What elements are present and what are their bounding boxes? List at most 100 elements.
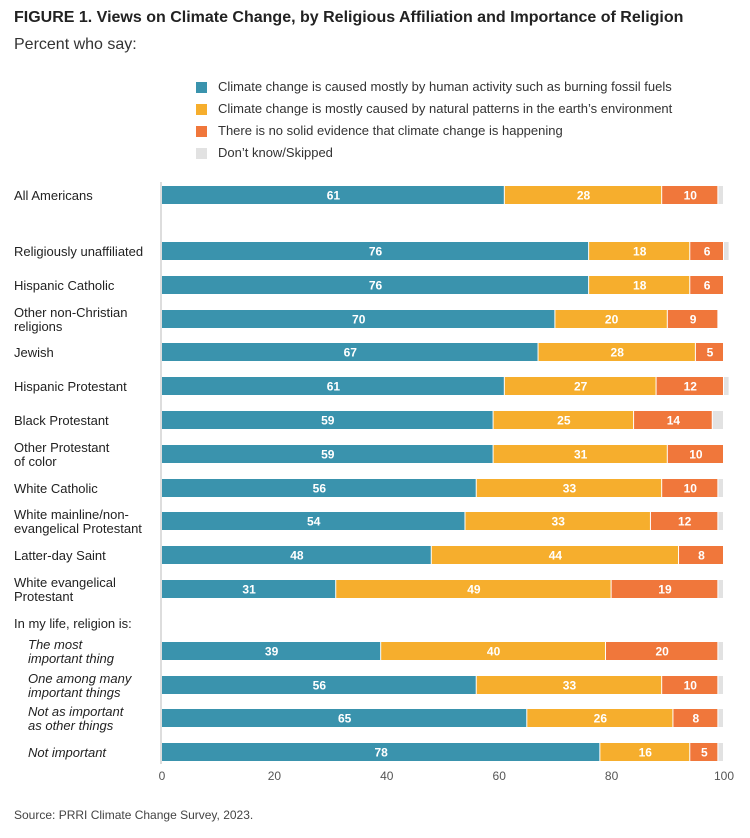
legend-swatch-human-activity xyxy=(196,82,207,93)
row-all-americans-label: All Americans xyxy=(14,188,93,203)
row-religiously-unaffiliated-bar-human-activity xyxy=(162,242,589,260)
row-all-americans-value-no-evidence: 10 xyxy=(684,189,698,203)
row-hispanic-catholic-label: Hispanic Catholic xyxy=(14,278,115,293)
row-religiously-unaffiliated-value-no-evidence: 6 xyxy=(704,245,711,259)
row-religiously-unaffiliated-bar-natural-patterns xyxy=(589,242,690,260)
row-jewish-value-natural-patterns: 28 xyxy=(611,346,625,360)
row-black-protestant-label: Black Protestant xyxy=(14,413,109,428)
row-the-most-important-thing-label: important thing xyxy=(28,651,115,666)
row-religiously-unaffiliated-label: Religiously unaffiliated xyxy=(14,244,143,259)
row-other-non-christian-religions-bar-human-activity xyxy=(162,310,555,328)
row-hispanic-protestant-bar-human-activity xyxy=(162,377,504,395)
row-other-protestant-of-color-value-no-evidence: 10 xyxy=(689,448,703,462)
row-not-as-important-as-other-things-label: as other things xyxy=(28,718,114,733)
stacked-bar-chart: 0 20 40 60 80 100 In my life, religion is: All … xyxy=(14,182,734,783)
row-black-protestant-bar-no-evidence xyxy=(634,411,712,429)
row-other-protestant-of-color-value-natural-patterns: 31 xyxy=(574,448,588,462)
row-other-protestant-of-color-bar-no-evidence xyxy=(667,445,723,463)
row-the-most-important-thing-value-natural-patterns: 40 xyxy=(487,645,501,659)
row-white-mainline-non-evangelical-protestant-bar-natural-patterns xyxy=(465,512,650,530)
row-not-as-important-as-other-things-bar-natural-patterns xyxy=(527,709,673,727)
legend-swatch-natural-patterns xyxy=(196,104,207,115)
row-the-most-important-thing-label: The most xyxy=(28,637,84,652)
row-jewish-bar-human-activity xyxy=(162,343,538,361)
row-one-among-many-important-things-bar-human-activity xyxy=(162,676,476,694)
row-religiously-unaffiliated-bar-dont-know xyxy=(724,242,729,260)
row-white-mainline-non-evangelical-protestant-value-natural-patterns: 33 xyxy=(552,515,566,529)
row-hispanic-catholic-bar-no-evidence xyxy=(690,276,723,294)
row-white-catholic-bar-no-evidence xyxy=(662,479,718,497)
row-one-among-many-important-things-bar-no-evidence xyxy=(662,676,718,694)
row-white-catholic-value-natural-patterns: 33 xyxy=(563,482,577,496)
row-not-important-bar-no-evidence xyxy=(690,743,718,761)
row-one-among-many-important-things-value-human-activity: 56 xyxy=(313,679,327,693)
row-black-protestant-bar-dont-know xyxy=(712,411,723,429)
row-latter-day-saint-bar-human-activity xyxy=(162,546,431,564)
row-other-protestant-of-color-label: of color xyxy=(14,454,57,469)
row-other-non-christian-religions-bar-no-evidence xyxy=(667,310,718,328)
row-all-americans-value-natural-patterns: 28 xyxy=(577,189,591,203)
chart-subtitle: Percent who say: xyxy=(14,36,137,53)
row-latter-day-saint-value-natural-patterns: 44 xyxy=(549,549,563,563)
legend-swatch-dont-know xyxy=(196,148,207,159)
row-all-americans-value-human-activity: 61 xyxy=(327,189,341,203)
row-one-among-many-important-things-value-natural-patterns: 33 xyxy=(563,679,577,693)
row-the-most-important-thing-value-no-evidence: 20 xyxy=(656,645,670,659)
row-other-protestant-of-color-bar-human-activity xyxy=(162,445,493,463)
x-tick-label: 100 xyxy=(714,769,734,783)
row-hispanic-protestant-label: Hispanic Protestant xyxy=(14,379,127,394)
row-white-catholic-bar-natural-patterns xyxy=(476,479,662,497)
row-white-evangelical-protestant-bar-dont-know xyxy=(718,580,723,598)
row-jewish-label: Jewish xyxy=(14,345,54,360)
row-one-among-many-important-things-label: important things xyxy=(28,685,121,700)
row-not-as-important-as-other-things-bar-dont-know xyxy=(718,709,723,727)
row-all-americans-bar-dont-know xyxy=(718,186,723,204)
row-black-protestant-value-no-evidence: 14 xyxy=(667,414,681,428)
row-not-important-bar-natural-patterns xyxy=(600,743,690,761)
row-white-mainline-non-evangelical-protestant-bar-human-activity xyxy=(162,512,465,530)
row-one-among-many-important-things-label: One among many xyxy=(28,671,133,686)
row-jewish-value-human-activity: 67 xyxy=(344,346,358,360)
row-all-americans-bar-no-evidence xyxy=(662,186,718,204)
row-not-as-important-as-other-things-value-natural-patterns: 26 xyxy=(594,712,608,726)
legend-label-human-activity: Climate change is caused mostly by human… xyxy=(218,79,672,94)
row-other-protestant-of-color-bar-natural-patterns xyxy=(493,445,667,463)
row-one-among-many-important-things-bar-dont-know xyxy=(718,676,723,694)
row-hispanic-protestant-bar-natural-patterns xyxy=(504,377,656,395)
row-white-mainline-non-evangelical-protestant-value-human-activity: 54 xyxy=(307,515,321,529)
row-latter-day-saint-value-human-activity: 48 xyxy=(290,549,304,563)
legend-label-no-evidence: There is no solid evidence that climate … xyxy=(218,123,563,138)
row-not-as-important-as-other-things-value-no-evidence: 8 xyxy=(693,712,700,726)
row-not-important-bar-dont-know xyxy=(718,743,723,761)
row-the-most-important-thing-value-human-activity: 39 xyxy=(265,645,279,659)
row-black-protestant-value-natural-patterns: 25 xyxy=(557,414,571,428)
row-all-americans-bar-natural-patterns xyxy=(504,186,662,204)
row-white-mainline-non-evangelical-protestant-label: White mainline/non- xyxy=(14,507,129,522)
row-white-catholic-bar-human-activity xyxy=(162,479,476,497)
row-other-protestant-of-color-value-human-activity: 59 xyxy=(321,448,335,462)
row-white-evangelical-protestant-bar-human-activity xyxy=(162,580,336,598)
row-not-important-value-no-evidence: 5 xyxy=(701,746,708,760)
row-white-catholic-value-no-evidence: 10 xyxy=(684,482,698,496)
row-hispanic-protestant-bar-dont-know xyxy=(724,377,729,395)
row-white-evangelical-protestant-bar-no-evidence xyxy=(611,580,718,598)
row-not-as-important-as-other-things-label: Not as important xyxy=(28,704,125,719)
row-white-catholic-bar-dont-know xyxy=(718,479,723,497)
row-latter-day-saint-bar-natural-patterns xyxy=(431,546,679,564)
row-hispanic-protestant-value-natural-patterns: 27 xyxy=(574,380,588,394)
row-white-evangelical-protestant-value-human-activity: 31 xyxy=(242,583,256,597)
legend-label-dont-know: Don’t know/Skipped xyxy=(218,145,333,160)
row-the-most-important-thing-bar-natural-patterns xyxy=(381,642,605,660)
row-other-non-christian-religions-label: Other non-Christian xyxy=(14,305,127,320)
row-white-evangelical-protestant-value-natural-patterns: 49 xyxy=(467,583,481,597)
row-religiously-unaffiliated-value-human-activity: 76 xyxy=(369,245,383,259)
row-latter-day-saint-label: Latter-day Saint xyxy=(14,548,106,563)
row-white-evangelical-protestant-label: Protestant xyxy=(14,589,74,604)
row-religiously-unaffiliated-value-natural-patterns: 18 xyxy=(633,245,647,259)
row-black-protestant-bar-natural-patterns xyxy=(493,411,634,429)
row-other-protestant-of-color-label: Other Protestant xyxy=(14,440,110,455)
row-other-non-christian-religions-label: religions xyxy=(14,319,63,334)
row-white-mainline-non-evangelical-protestant-bar-no-evidence xyxy=(650,512,718,530)
row-white-mainline-non-evangelical-protestant-value-no-evidence: 12 xyxy=(678,515,692,529)
row-the-most-important-thing-bar-human-activity xyxy=(162,642,381,660)
